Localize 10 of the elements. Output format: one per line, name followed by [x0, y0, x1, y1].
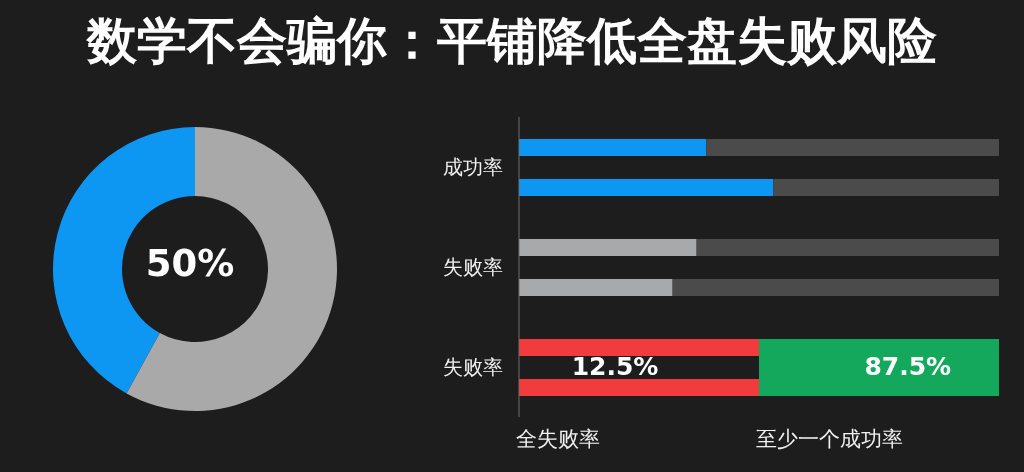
y-axis-title: 失败率 [443, 255, 503, 279]
text: 至少一个成功率 [756, 427, 903, 451]
y-axis-title: 失败率 [443, 355, 503, 379]
donut-slice [126, 127, 337, 411]
text: 50% [145, 242, 235, 285]
annotation: 87.5% [864, 352, 952, 381]
annotation: 12.5% [571, 352, 659, 381]
text: 数学不会骗你：平铺降低全盘失败风险 [87, 12, 937, 70]
text: 全失败率 [516, 427, 600, 451]
y-axis-title: 成功率 [443, 155, 503, 179]
